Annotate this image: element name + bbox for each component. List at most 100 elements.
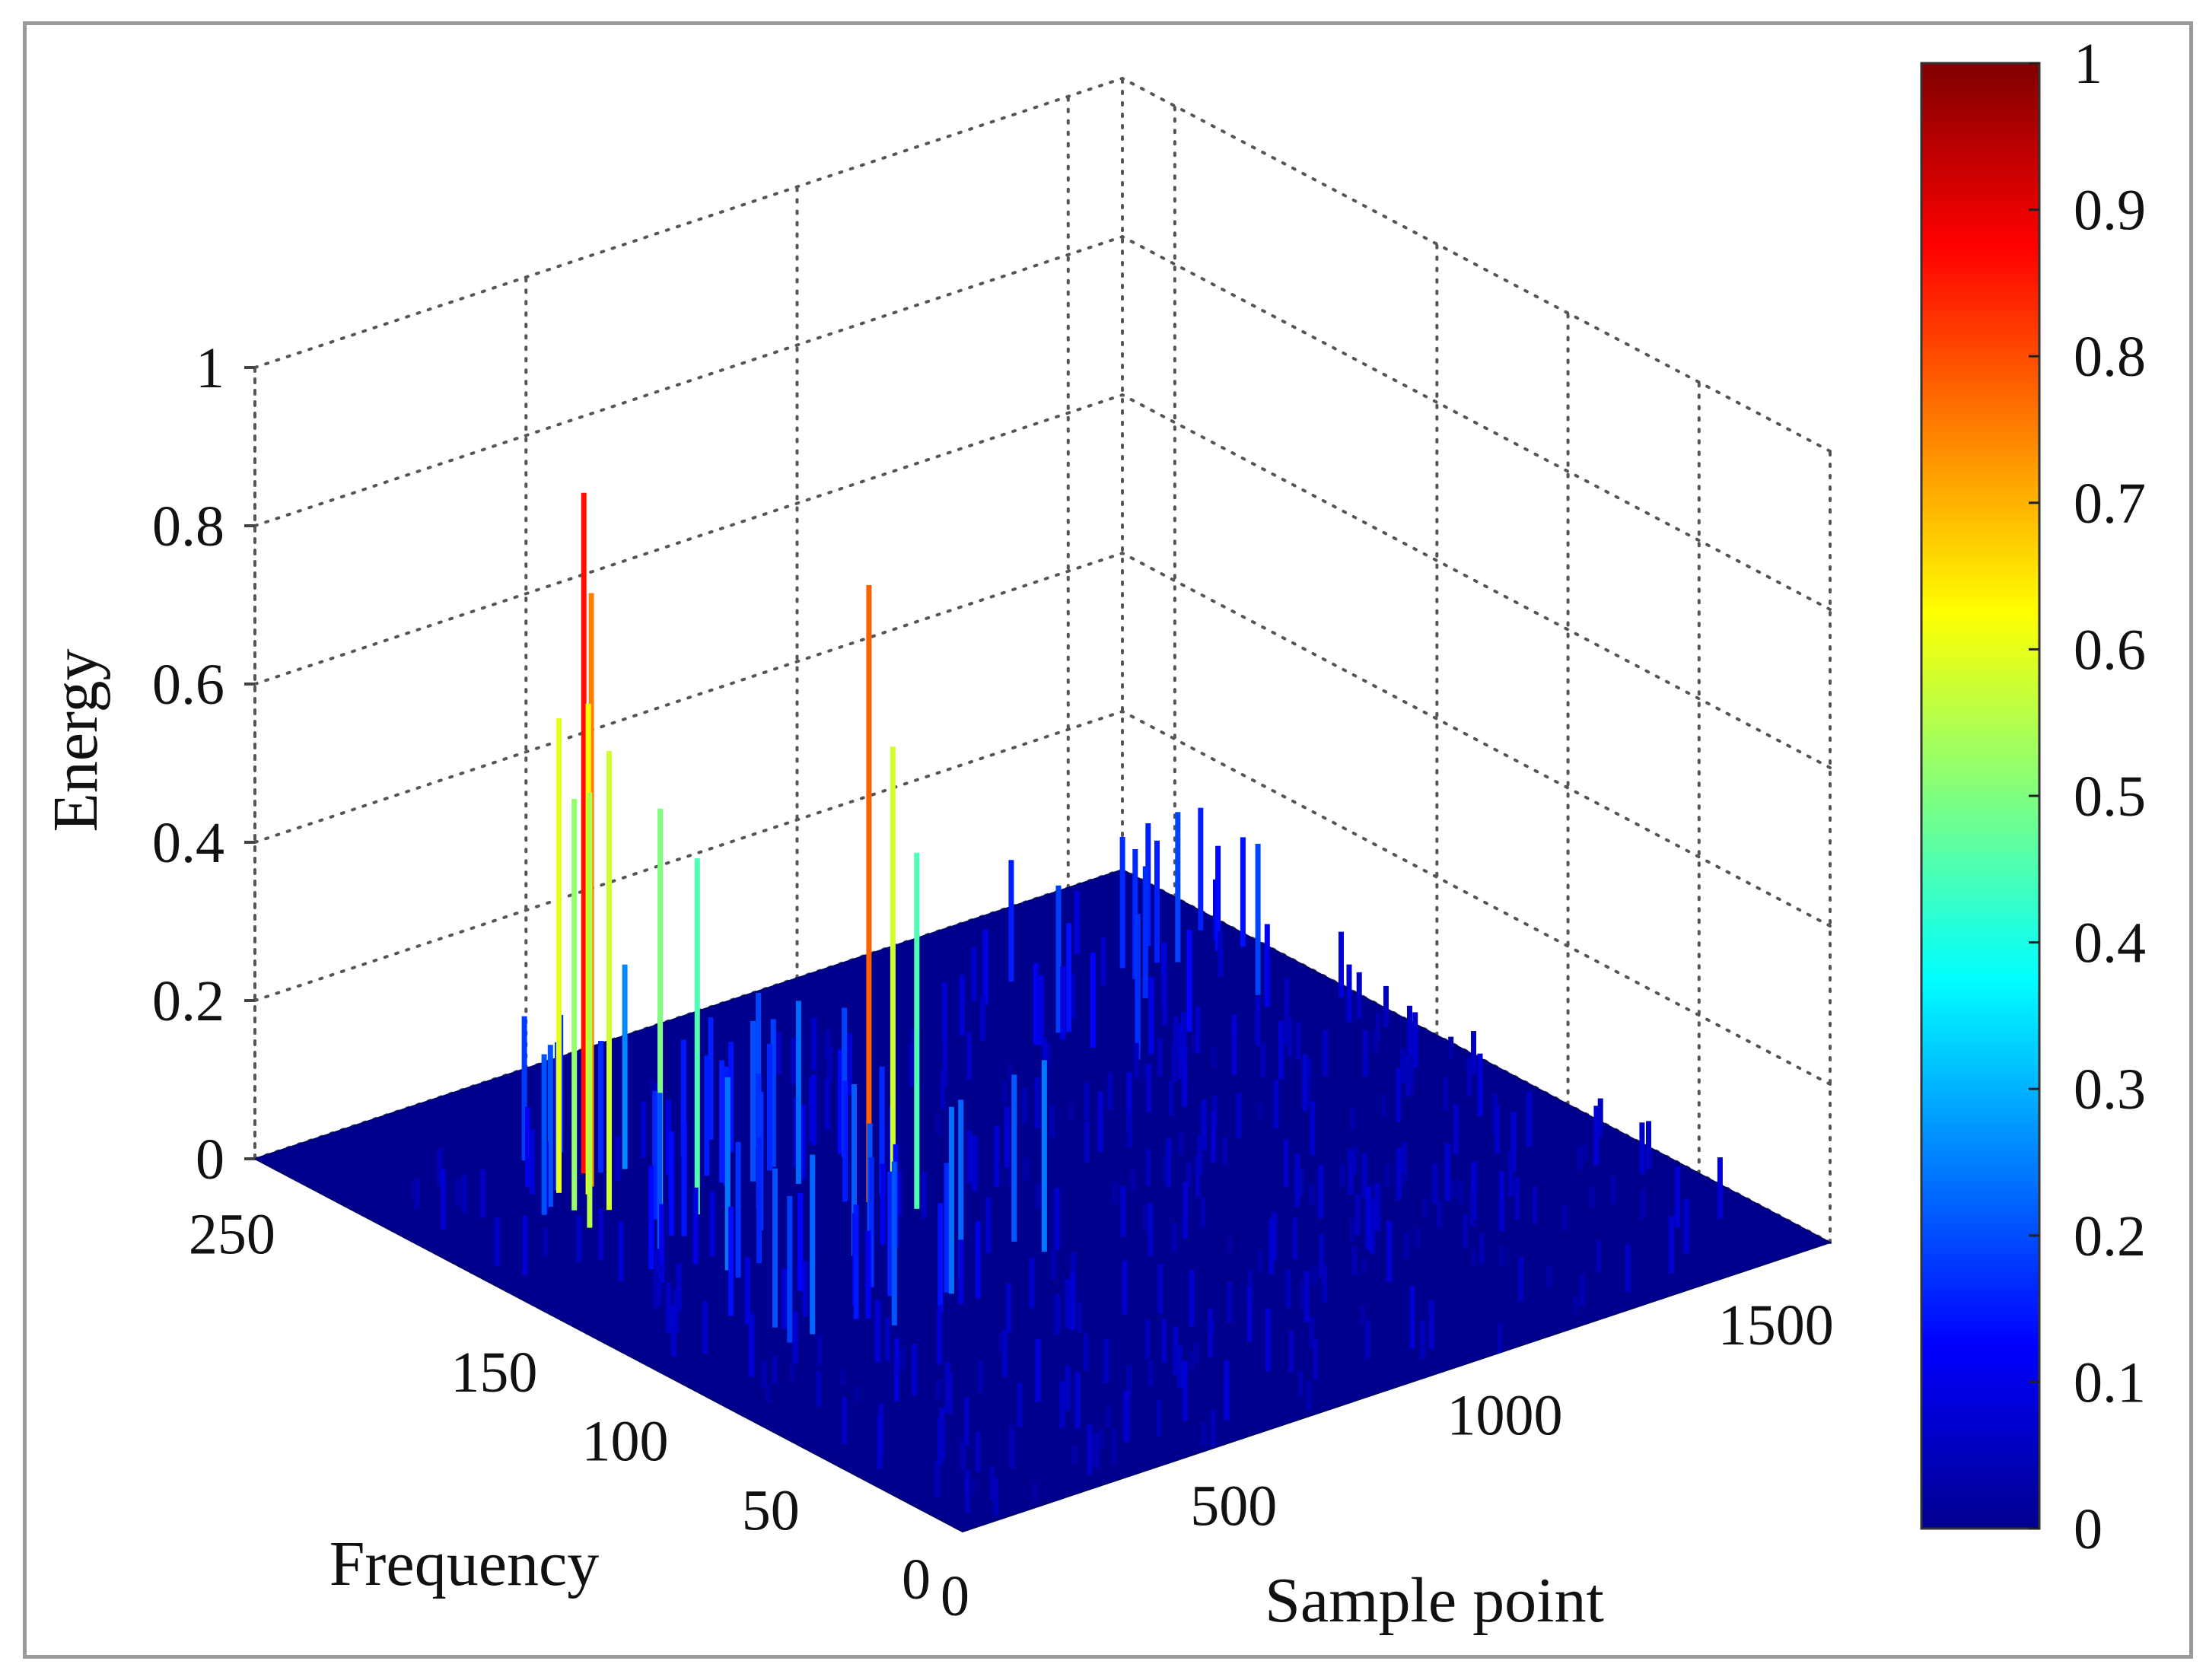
energy-bar (1002, 1330, 1008, 1377)
energy-bar (494, 1217, 500, 1267)
energy-bar (1090, 952, 1096, 1048)
energy-bar (824, 1029, 830, 1060)
energy-bar (1065, 1366, 1071, 1411)
energy-bar (868, 1157, 874, 1287)
energy-bar (1350, 1218, 1356, 1242)
energy-bar (1156, 1400, 1162, 1437)
energy-bar (1148, 977, 1154, 1055)
energy-bar (880, 1163, 886, 1245)
energy-bar (1154, 840, 1160, 963)
energy-bar (441, 1169, 446, 1230)
energy-bar (1054, 1293, 1060, 1335)
energy-bar (410, 1182, 416, 1198)
energy-bar (1103, 1338, 1109, 1384)
grid-line (1121, 552, 1832, 928)
energy-bar (1189, 1270, 1195, 1327)
energy-bar (879, 1066, 885, 1196)
energy-bar (1222, 1137, 1228, 1165)
energy-bar (937, 1418, 943, 1466)
energy-bar (975, 1220, 981, 1299)
energy-bar (606, 751, 612, 1211)
energy-bar (824, 1078, 830, 1131)
energy-bar (1407, 1005, 1412, 1058)
energy-bar (994, 1125, 999, 1187)
energy-bar (1375, 1183, 1380, 1231)
energy-bar (958, 1099, 964, 1280)
energy-bar (1625, 1244, 1631, 1293)
energy-bar (1143, 1204, 1149, 1231)
energy-bar (1495, 1106, 1501, 1153)
energy-bar (414, 1179, 420, 1210)
energy-bar (1386, 1220, 1393, 1282)
energy-bar (1444, 1143, 1450, 1201)
energy-bar (437, 1148, 443, 1186)
energy-bar (653, 1271, 659, 1309)
energy-bar (1399, 1048, 1405, 1084)
energy-bar (1395, 1068, 1401, 1122)
energy-bar (652, 1090, 658, 1220)
energy-bar (1029, 1257, 1035, 1309)
energy-bar (1409, 1285, 1415, 1349)
energy-bar (1162, 975, 1168, 1026)
z-tick-label: 0.6 (152, 653, 224, 717)
grid-line (253, 393, 1124, 686)
energy-bars (410, 492, 1723, 1516)
energy-bar (816, 1370, 822, 1407)
colorbar-tick-label: 0.5 (2074, 765, 2146, 829)
energy-bar (1074, 890, 1080, 954)
energy-bar (1346, 964, 1352, 1023)
energy-bar (1318, 1164, 1324, 1219)
energy-bar (1581, 1144, 1587, 1161)
energy-bar (1310, 1101, 1316, 1156)
energy-bar (1135, 925, 1141, 1061)
energy-bar (1448, 1036, 1454, 1060)
energy-bar (1107, 1072, 1113, 1109)
energy-bar (1071, 1252, 1077, 1288)
energy-bar (1035, 1338, 1041, 1402)
energy-bar (1348, 1149, 1354, 1195)
energy-bar (1499, 1246, 1505, 1267)
energy-bar (875, 1300, 880, 1363)
energy-bar (1294, 1153, 1300, 1207)
energy-bar (1068, 1103, 1074, 1122)
energy-bar (1126, 1364, 1132, 1397)
energy-bar (998, 1332, 1004, 1354)
energy-bar (811, 1017, 817, 1071)
energy-bar (1065, 1284, 1071, 1328)
energy-bar (982, 930, 988, 1005)
energy-bar (1311, 1266, 1317, 1287)
energy-bar (1302, 1054, 1308, 1111)
z-tick-label: 0.8 (152, 495, 224, 558)
energy-bar (1514, 1177, 1520, 1220)
energy-bar (1113, 1182, 1119, 1204)
energy-bar (1297, 1370, 1304, 1398)
energy-bar (1211, 1046, 1217, 1068)
energy-bar (1339, 1163, 1345, 1187)
energy-bar (1469, 1192, 1475, 1227)
energy-bar (1422, 1198, 1428, 1218)
energy-bar (1017, 1382, 1023, 1427)
energy-bar (1070, 1271, 1076, 1330)
energy-bar (1264, 924, 1270, 1007)
energy-bar (1074, 1372, 1081, 1428)
energy-bar (940, 1069, 946, 1109)
energy-bar (937, 1203, 944, 1313)
energy-bar (708, 1017, 714, 1140)
colorbar-tick-label: 0.4 (2074, 912, 2146, 975)
energy-bar (1356, 972, 1362, 1019)
energy-bar (1173, 1017, 1179, 1058)
energy-bar (1093, 1433, 1100, 1468)
energy-bar (1518, 1256, 1523, 1301)
energy-bar (1049, 1106, 1055, 1138)
energy-bar (1129, 1169, 1135, 1191)
energy-bar (966, 1032, 972, 1080)
energy-bar (1526, 1092, 1533, 1147)
energy-bar (972, 1135, 978, 1192)
energy-bar (1176, 1344, 1183, 1389)
x-axis-label: Sample point (1265, 1565, 1604, 1636)
energy-bar (959, 975, 965, 1036)
z-tick-label: 0.4 (152, 811, 224, 875)
energy-bar (1141, 1064, 1148, 1081)
energy-bar (1354, 1194, 1361, 1235)
energy-bar (1437, 1201, 1442, 1228)
